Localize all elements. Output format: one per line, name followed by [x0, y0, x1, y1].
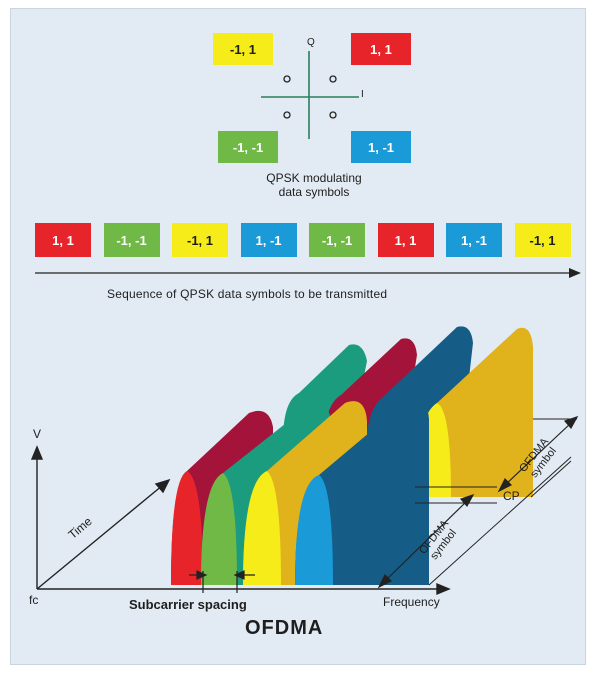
sequence-symbol: -1, 1 — [172, 223, 228, 257]
waveform-front-yellow — [243, 471, 281, 585]
sequence-caption: Sequence of QPSK data symbols to be tran… — [107, 287, 388, 301]
front-symbol-arrow — [384, 500, 468, 582]
waveform-front-red — [171, 471, 203, 585]
diagram-axes — [30, 445, 451, 596]
subcarrier-spacing-label: Subcarrier spacing — [129, 597, 247, 612]
constellation-caption-line2: data symbols — [278, 185, 350, 199]
sequence-symbol: 1, -1 — [446, 223, 502, 257]
constellation-points — [283, 75, 337, 119]
i-axis-label: I — [361, 89, 364, 100]
constellation-symbol-1-minus1: 1, -1 — [351, 131, 411, 163]
constellation-point — [283, 111, 291, 119]
back-symbol-arrow — [504, 422, 572, 486]
frequency-axis-arrow — [436, 582, 451, 596]
fc-label: fc — [29, 593, 39, 607]
sequence-arrow-head — [569, 268, 581, 278]
waveform-front-green — [201, 473, 237, 585]
sequence-symbol: -1, -1 — [309, 223, 365, 257]
constellation-point — [283, 75, 291, 83]
symbol-duration-arrows — [377, 415, 579, 589]
waveform-front-blue — [295, 475, 333, 585]
constellation-symbol-minus1-1: -1, 1 — [213, 33, 273, 65]
constellation-symbol-1-1: 1, 1 — [351, 33, 411, 65]
constellation-axes — [261, 51, 359, 139]
constellation-point — [329, 75, 337, 83]
time-axis-arrow — [154, 478, 171, 494]
v-axis-arrow — [30, 445, 44, 460]
sequence-symbol: 1, -1 — [240, 223, 297, 257]
ofdma-diagram — [30, 51, 581, 596]
sequence-symbol: -1, 1 — [514, 223, 571, 257]
time-axis-line — [36, 484, 164, 590]
constellation-point — [329, 111, 337, 119]
frequency-axis-label: Frequency — [383, 595, 440, 609]
q-axis-label: Q — [307, 37, 315, 48]
constellation-symbol-minus1-minus1: -1, -1 — [218, 131, 278, 163]
sequence-symbol: 1, 1 — [35, 223, 91, 257]
subcarrier-spacing-arrows — [189, 570, 255, 593]
front-row-waveforms — [171, 399, 429, 585]
cp-label: CP — [503, 489, 520, 503]
diagram-title: OFDMA — [245, 617, 324, 639]
v-axis-label: V — [33, 427, 42, 441]
figure-frame: -1, 1 1, 1 -1, -1 1, -1 Q I QPSK modulat… — [10, 8, 586, 665]
sequence-symbol: 1, 1 — [377, 223, 434, 257]
sequence-symbol: -1, -1 — [103, 223, 160, 257]
constellation-caption-line1: QPSK modulating — [266, 171, 362, 185]
